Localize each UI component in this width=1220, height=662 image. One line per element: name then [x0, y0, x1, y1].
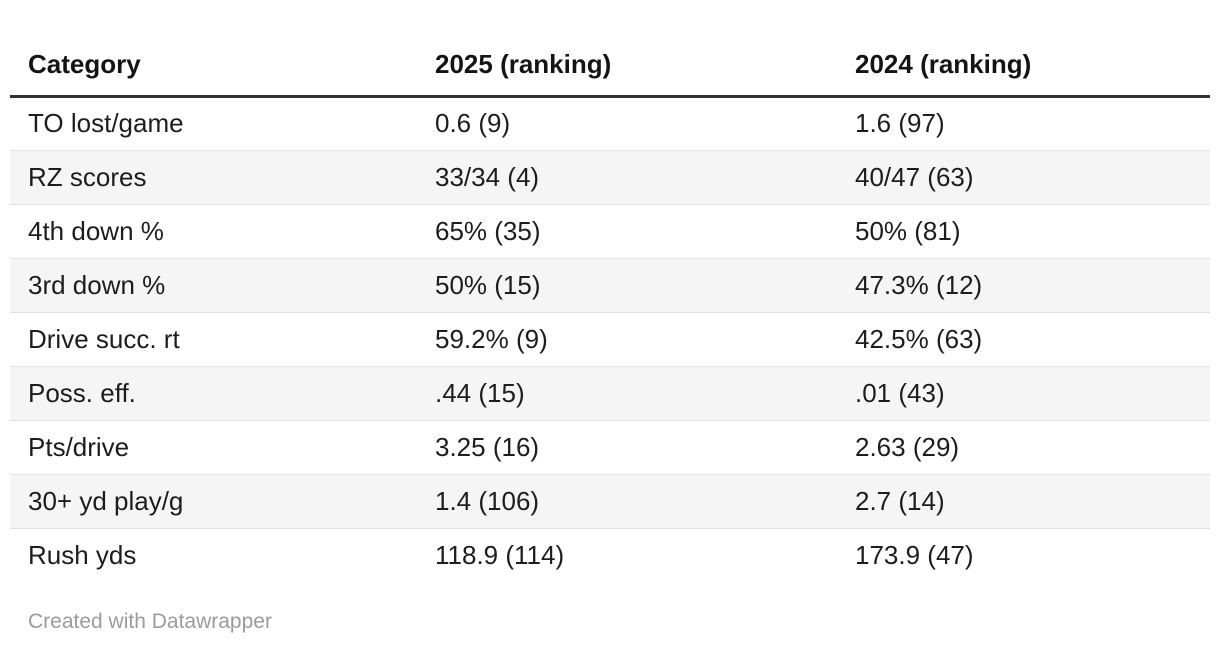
cell-2025: 33/34 (4): [417, 150, 837, 205]
table-row: TO lost/game 0.6 (9) 1.6 (97): [10, 96, 1210, 151]
table-row: 3rd down % 50% (15) 47.3% (12): [10, 258, 1210, 313]
table-row: Poss. eff. .44 (15) .01 (43): [10, 366, 1210, 421]
cell-2024: .01 (43): [837, 366, 1210, 421]
cell-2025: 118.9 (114): [435, 539, 565, 570]
cell-category: 4th down %: [10, 204, 417, 259]
cell-category: Drive succ. rt: [10, 312, 417, 367]
table-row: Rush yds 118.9 (114) 173.9 (47): [10, 528, 1210, 582]
header-row: Category 2025 (ranking) 2024 (ranking): [10, 34, 1210, 98]
cell-2025: 0.6 (9): [417, 96, 837, 151]
cell-2024: 1.6 (97): [837, 96, 1210, 151]
table-row: 4th down % 65% (35) 50% (81): [10, 204, 1210, 259]
cell-category: 30+ yd play/g: [10, 474, 417, 529]
cell-2024: 47.3% (12): [837, 258, 1210, 313]
cell-2025: 65% (35): [417, 204, 837, 259]
table-row: Pts/drive 3.25 (16) 2.63 (29): [10, 420, 1210, 475]
cell-2025: 1.4 (106): [417, 474, 837, 529]
cell-2025: 59.2% (9): [417, 312, 837, 367]
table-row: RZ scores 33/34 (4) 40/47 (63): [10, 150, 1210, 205]
table-row: Drive succ. rt 59.2% (9) 42.5% (63): [10, 312, 1210, 367]
stats-table: Category 2025 (ranking) 2024 (ranking) T…: [10, 34, 1210, 582]
column-header-category: Category: [10, 34, 417, 98]
cell-2025: 50% (15): [417, 258, 837, 313]
cell-2024: 2.63 (29): [837, 420, 1210, 475]
cell-2024: 40/47 (63): [837, 150, 1210, 205]
cell-category: 3rd down %: [10, 258, 417, 313]
cell-2024: 2.7 (14): [837, 474, 1210, 529]
cell-2024: 173.9 (47): [855, 539, 974, 570]
cell-category: Pts/drive: [10, 420, 417, 475]
cell-2025: 3.25 (16): [417, 420, 837, 475]
column-header-2024: 2024 (ranking): [837, 34, 1210, 98]
cell-category: Poss. eff.: [10, 366, 417, 421]
cell-category: RZ scores: [10, 150, 417, 205]
table-row: 30+ yd play/g 1.4 (106) 2.7 (14): [10, 474, 1210, 529]
cell-category: TO lost/game: [10, 96, 417, 151]
cell-category: Rush yds: [28, 539, 137, 570]
datawrapper-credit-link[interactable]: Created with Datawrapper: [28, 610, 272, 633]
cell-2025: .44 (15): [417, 366, 837, 421]
cell-2024: 50% (81): [837, 204, 1210, 259]
column-header-2025: 2025 (ranking): [417, 34, 837, 98]
cell-2024: 42.5% (63): [837, 312, 1210, 367]
